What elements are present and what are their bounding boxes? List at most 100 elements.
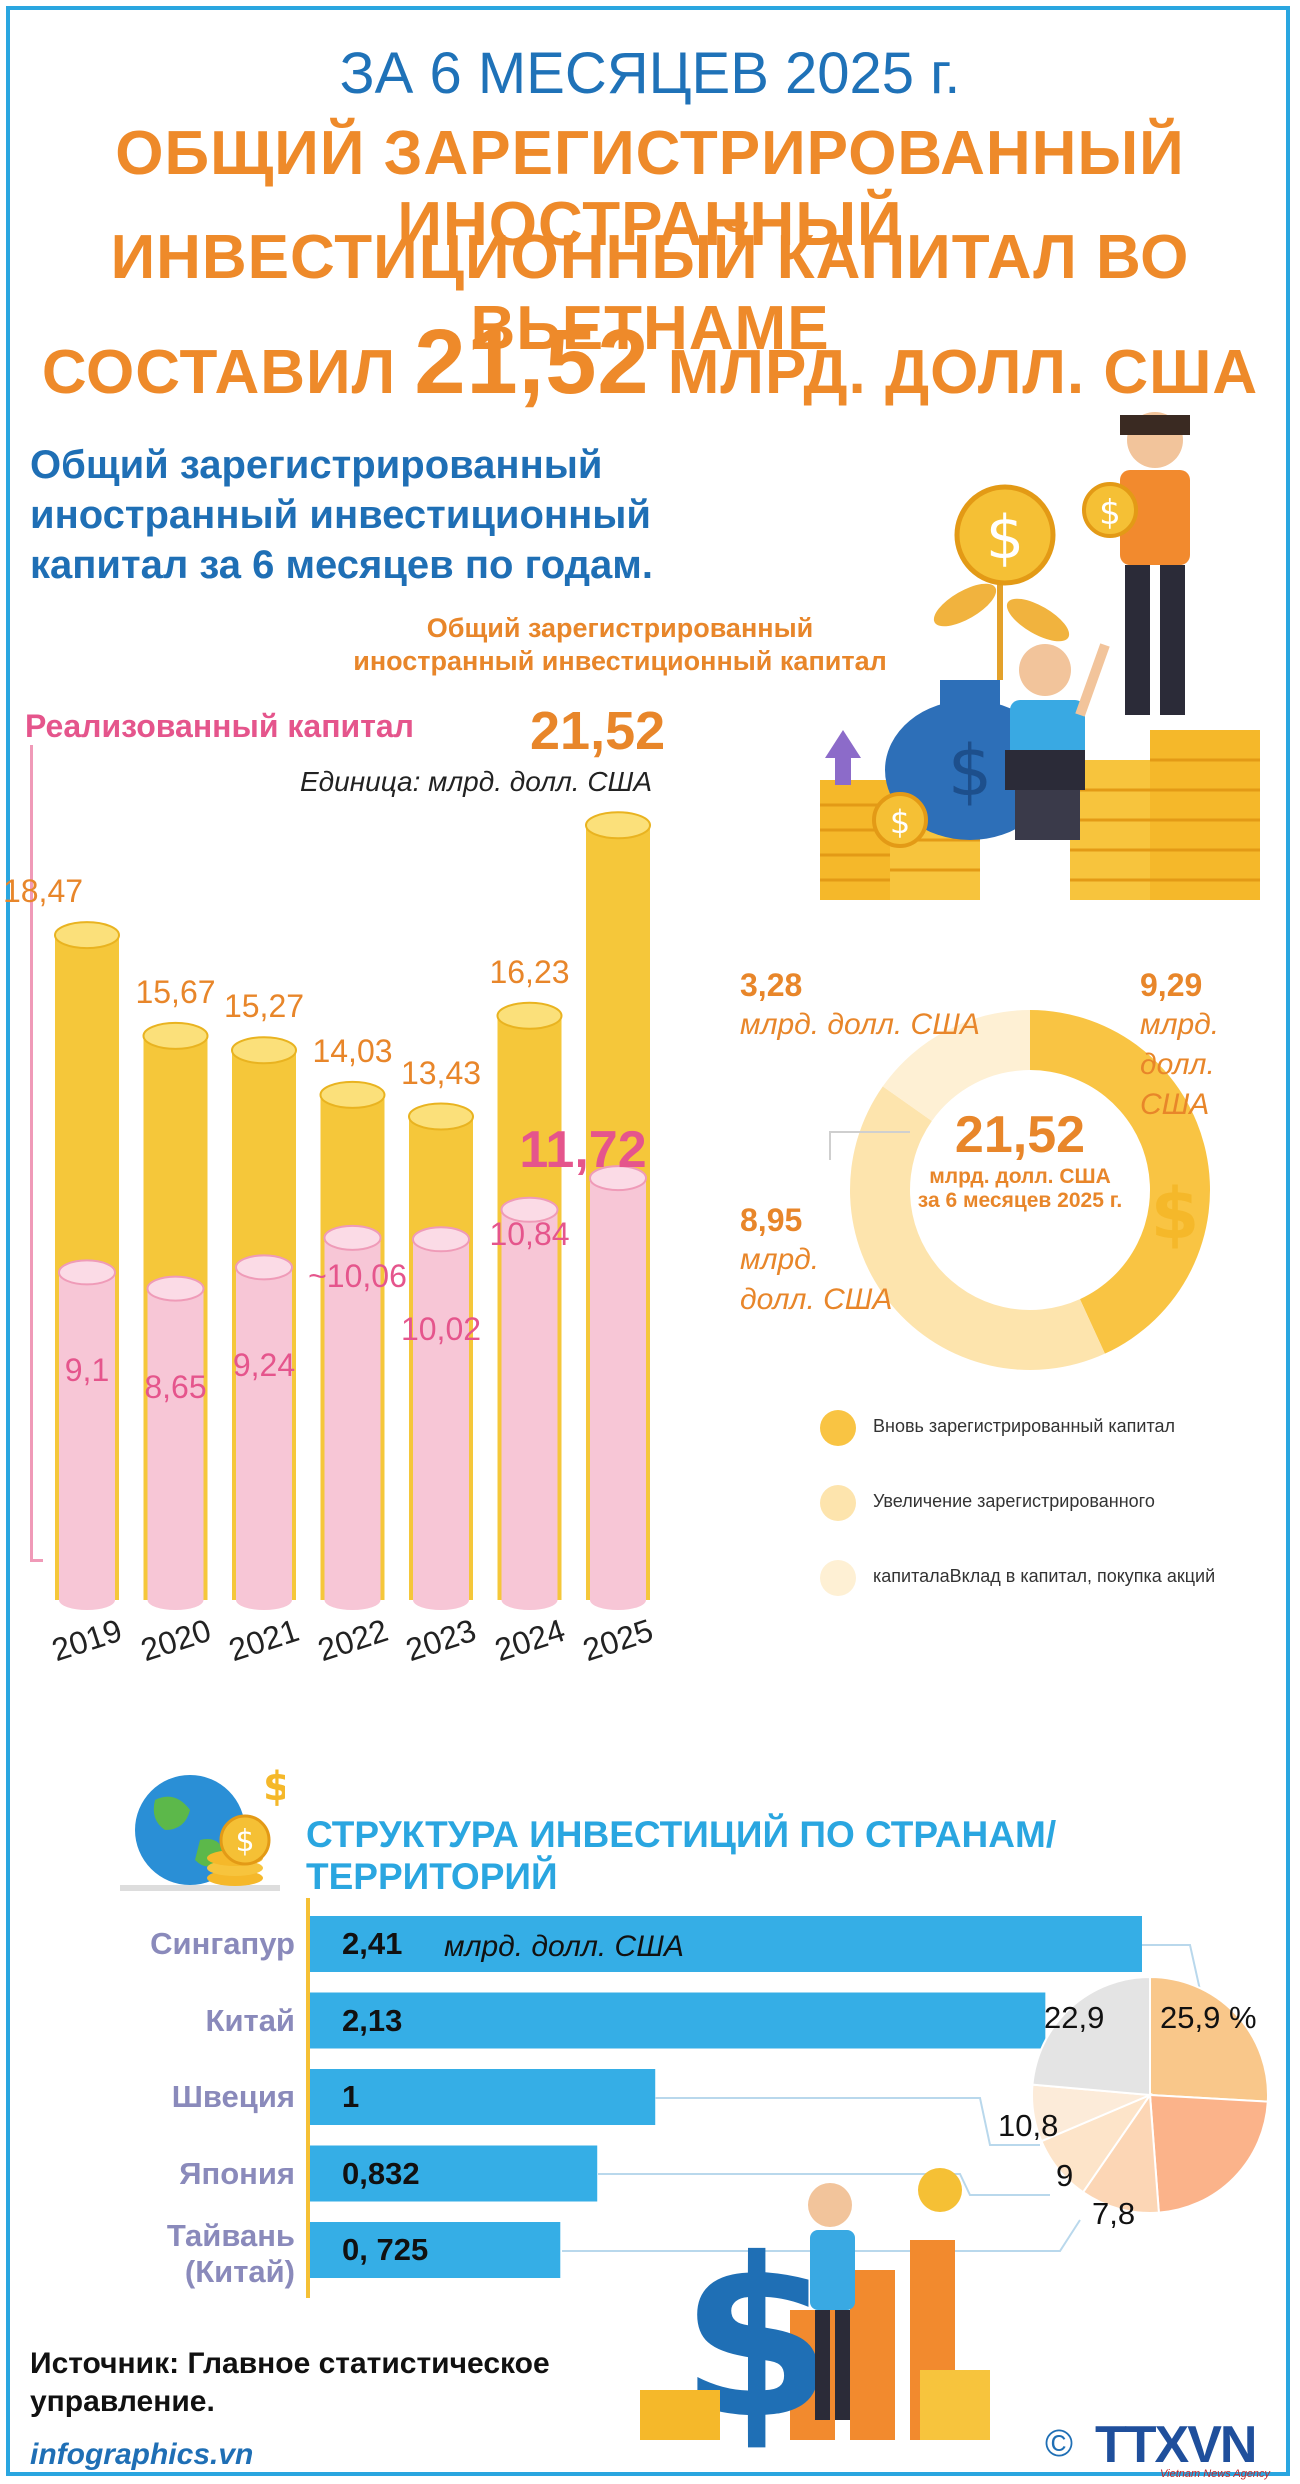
bar-base <box>501 1590 558 1610</box>
svg-text:$: $ <box>948 730 993 812</box>
legend-swatch <box>820 1560 856 1596</box>
legend-swatch <box>820 1410 856 1446</box>
leader-line <box>829 1131 910 1160</box>
realized-bar-top <box>500 1196 559 1223</box>
donut-slice-unit: США <box>1140 1088 1210 1121</box>
realized-bar-top <box>235 1254 293 1281</box>
pie-slice-label: 22,9 <box>1044 2000 1105 2035</box>
arrow-up-icon <box>825 730 861 785</box>
unit-label: Единица: млрд. долл. США <box>300 766 652 797</box>
svg-text:$: $ <box>235 1824 254 1859</box>
svg-text:$: $ <box>1099 493 1121 533</box>
bar-base <box>324 1590 381 1610</box>
legend-label: Вновь зарегистрированный капитал <box>873 1416 1176 1436</box>
donut-chart: $ <box>829 1010 1211 1370</box>
legend-label: капиталаВклад в капитал, покупка акций <box>873 1566 1216 1586</box>
donut-center-value: 21,52 <box>954 1106 1086 1164</box>
realized-bar-top <box>323 1224 382 1251</box>
donut-center-unit: млрд. долл. США <box>929 1165 1111 1188</box>
hbar-axis <box>306 1898 310 2298</box>
pie-slice <box>1031 1975 1151 2097</box>
bar-base <box>413 1590 469 1610</box>
donut-slice-value: 3,28 <box>740 967 803 1003</box>
coin-stack-icon: $ <box>207 1814 271 1886</box>
total-bar-top <box>231 1036 297 1065</box>
country-bar-value: 2,41 <box>342 1926 403 1961</box>
country-unit-label: млрд. долл. США <box>444 1930 684 1963</box>
header-line2: ОБЩИЙ ЗАРЕГИСТРИРОВАННЫЙ ИНОСТРАННЫЙ <box>115 119 1185 259</box>
donut-slice <box>849 1086 1105 1370</box>
header-line4-post: МЛРД. ДОЛЛ. США <box>649 338 1259 407</box>
realized-value-label: 8,65 <box>144 1368 207 1405</box>
country-bar-value: 1 <box>342 2079 360 2114</box>
country-label: Тайвань <box>166 2218 295 2253</box>
total-bar-top <box>142 1021 209 1050</box>
donut-slice-unit: млрд. долл. США <box>740 1008 980 1041</box>
section2-title: СТРУКТУРА ИНВЕСТИЦИЙ ПО СТРАНАМ/ТЕРРИТОР… <box>306 1814 1057 1897</box>
pie-slice <box>1148 2093 1269 2214</box>
realized-value-label: 9,24 <box>232 1347 296 1384</box>
bar-base <box>59 1590 115 1610</box>
country-bar <box>310 2069 656 2125</box>
total-bar-top <box>496 1001 563 1030</box>
realized-bar-top <box>58 1259 116 1286</box>
connector-line <box>1142 1944 1201 1991</box>
bar-base <box>236 1590 292 1610</box>
donut-slice-value: 9,29 <box>1140 967 1203 1003</box>
site-link[interactable]: infographics.vn <box>30 2438 254 2471</box>
cylinder-bar-chart <box>54 811 651 1610</box>
donut-slice-unit: млрд. <box>1140 1008 1220 1041</box>
globe-coins-illustration: $ $ <box>120 1764 285 1891</box>
bar-base <box>147 1590 204 1610</box>
coin-icon <box>918 2168 962 2212</box>
legend-total-label: Общий зарегистрированный иностранный инв… <box>300 612 940 678</box>
man-with-laptop-icon <box>1005 643 1110 840</box>
donut-slice-unit: млрд. <box>740 1243 820 1276</box>
source-line: Источник: Главное статистическое <box>30 2347 550 2380</box>
realized-bar <box>147 1288 204 1600</box>
dollar-plant-icon: $ <box>933 484 1070 680</box>
total-value-label: 16,23 <box>489 953 570 990</box>
pie-slice-label: 10,8 <box>998 2108 1059 2143</box>
donut-slice-label: 8,95 млрд. долл. США <box>740 1200 1000 1320</box>
country-label: Китай <box>205 2002 295 2038</box>
realized-value-label: 9,1 <box>64 1352 110 1389</box>
pie-slice <box>1081 2092 1160 2214</box>
country-bar <box>310 2222 561 2278</box>
legend-total-line: иностранный инвестиционный капитал <box>353 646 887 676</box>
country-bar-value: 0,832 <box>342 2155 420 2191</box>
section1-title-line: капитал за 6 месяцев по годам. <box>30 543 653 587</box>
country-label: (Китай) <box>184 2254 295 2289</box>
donut-slice <box>882 1010 1030 1121</box>
total-value-label: 15,67 <box>135 973 216 1010</box>
connector-line <box>598 2173 1050 2196</box>
pie-slice <box>1149 1975 1269 2103</box>
donut-slice <box>1030 1010 1211 1354</box>
country-label: Сингапур <box>150 1926 295 1961</box>
donut-slice-value: 8,95 <box>740 1202 803 1238</box>
realized-bar-top <box>412 1226 470 1253</box>
page-border <box>6 6 1290 2476</box>
total-bar-top <box>585 811 651 840</box>
header-total-value: 21,52 <box>414 311 650 413</box>
coin-stack-icon <box>640 2370 990 2440</box>
pie-slice-label: 25,9 % <box>1160 2000 1257 2035</box>
country-bar-value: 0, 725 <box>342 2232 429 2267</box>
donut-center-period: за 6 месяцев 2025 г. <box>917 1189 1123 1212</box>
realized-bar <box>413 1239 469 1600</box>
realized-bar <box>324 1237 381 1600</box>
realized-value-label: 10,02 <box>400 1311 482 1348</box>
country-bar <box>310 1992 1046 2049</box>
total-bar-top <box>319 1080 386 1109</box>
copyright-icon: © <box>1045 2423 1073 2465</box>
total-bar-top <box>408 1102 474 1131</box>
total-value-label: 13,43 <box>400 1054 482 1091</box>
logo-subtitle: Vietnam News Agency <box>1160 2468 1271 2480</box>
investors-illustration: $ $ $ $ <box>820 412 1260 900</box>
connector-line <box>655 2097 1040 2146</box>
total-value-label: 14,03 <box>312 1032 393 1069</box>
total-value-label: 18,47 <box>2 873 84 910</box>
realized-value-label: 10,84 <box>489 1215 570 1252</box>
legend-swatch <box>820 1485 856 1521</box>
donut-slice-unit: долл. США <box>740 1283 893 1316</box>
